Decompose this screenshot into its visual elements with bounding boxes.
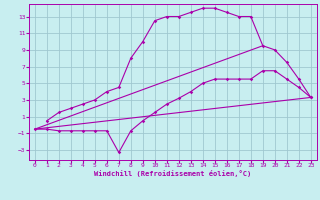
X-axis label: Windchill (Refroidissement éolien,°C): Windchill (Refroidissement éolien,°C)	[94, 170, 252, 177]
